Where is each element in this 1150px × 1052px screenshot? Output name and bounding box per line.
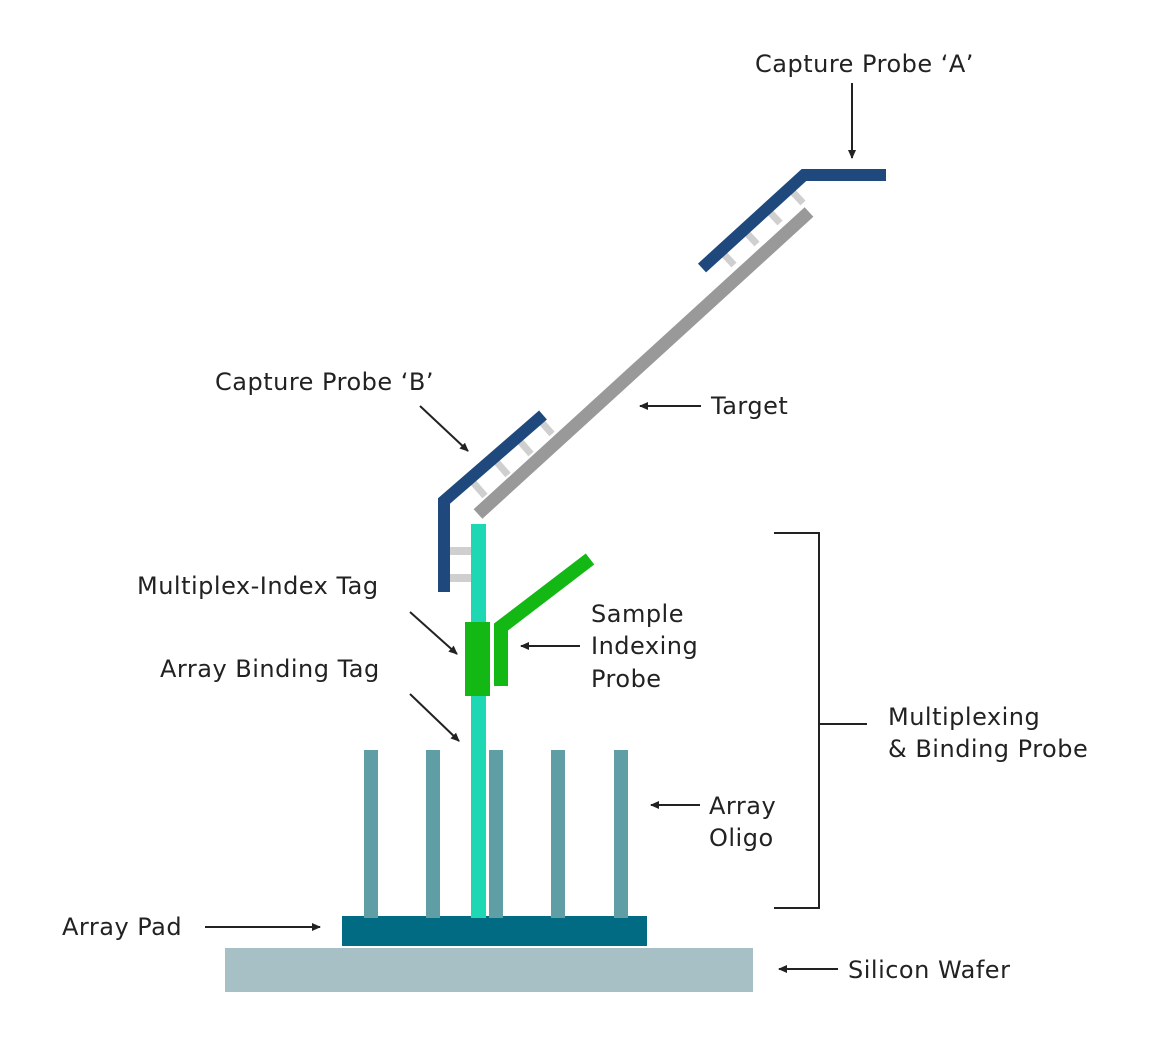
multiplex-index-tag-label: Multiplex-Index Tag bbox=[137, 572, 379, 600]
sample-indexing-probe-label-line-3: Probe bbox=[591, 665, 662, 693]
silicon-wafer-label: Silicon Wafer bbox=[848, 956, 1010, 984]
capture-probe-b bbox=[438, 410, 547, 592]
binding-hybridization-rungs bbox=[448, 547, 472, 582]
array-oligo bbox=[551, 750, 565, 918]
multiplex-index-tag-arrow bbox=[409, 611, 458, 655]
capture-probe-a-label: Capture Probe ‘A’ bbox=[755, 50, 974, 78]
array-pad bbox=[342, 916, 647, 946]
rung bbox=[448, 574, 472, 582]
multiplex-index-tag bbox=[465, 622, 490, 696]
multiplexing-binding-probe-label-line-1: Multiplexing bbox=[888, 703, 1040, 731]
silicon-wafer bbox=[225, 948, 753, 992]
target-label: Target bbox=[710, 392, 788, 420]
sample-indexing-probe-strand bbox=[494, 553, 595, 686]
sample-indexing-probe bbox=[465, 553, 595, 696]
binding-strand bbox=[471, 524, 486, 918]
capture-probe-b-arrow bbox=[419, 405, 469, 452]
array-oligo bbox=[426, 750, 440, 918]
multiplexing-binding-bracket bbox=[774, 532, 820, 909]
array-oligo-label-line-1: Array bbox=[709, 792, 776, 820]
arrows bbox=[205, 83, 856, 973]
array-oligo bbox=[614, 750, 628, 918]
array-pad-label: Array Pad bbox=[62, 913, 182, 941]
capture-probe-a bbox=[697, 169, 886, 273]
array-binding-tag-arrow bbox=[409, 693, 460, 742]
array-binding-tag-label: Array Binding Tag bbox=[160, 655, 380, 683]
array-oligo bbox=[489, 750, 503, 918]
sample-indexing-probe-label-line-2: Indexing bbox=[591, 632, 698, 660]
rung bbox=[448, 547, 472, 555]
array-oligos bbox=[364, 750, 628, 918]
array-oligo bbox=[364, 750, 378, 918]
sample-indexing-probe-label-line-1: Sample bbox=[591, 600, 684, 628]
multiplexing-binding-probe-label-line-2: & Binding Probe bbox=[888, 735, 1088, 763]
target-strand bbox=[473, 207, 814, 519]
array-oligo-label-line-2: Oligo bbox=[709, 824, 774, 852]
capture-probe-b-label: Capture Probe ‘B’ bbox=[215, 368, 434, 396]
